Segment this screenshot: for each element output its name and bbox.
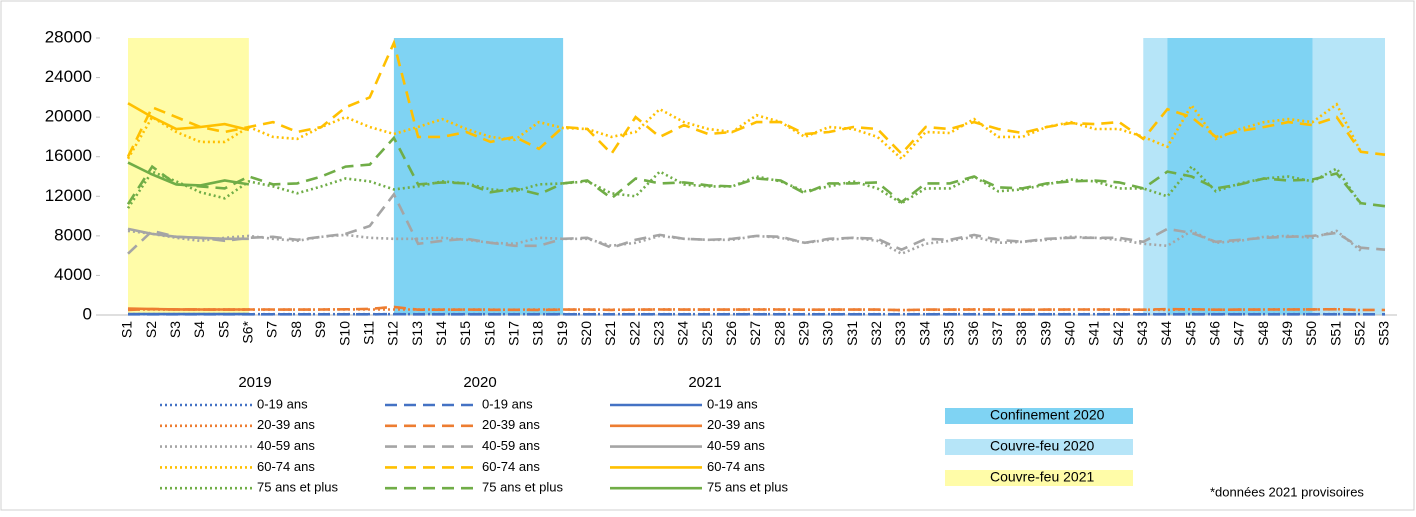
x-tick-label: S36 (965, 321, 981, 346)
x-tick-label: S38 (1013, 321, 1029, 346)
x-tick-label: S27 (747, 321, 763, 346)
x-tick-label: S26 (723, 321, 739, 346)
legend-label: 0-19 ans (257, 396, 308, 411)
x-tick-label: S31 (844, 321, 860, 346)
y-tick-label: 24000 (45, 67, 92, 86)
legend-label: 60-74 ans (482, 459, 540, 474)
y-tick-label: 12000 (45, 186, 92, 205)
legend-group-title: 2019 (238, 374, 271, 391)
legend-label: 75 ans et plus (257, 480, 338, 495)
x-tick-label: S34 (916, 321, 932, 346)
x-tick-label: S19 (554, 321, 570, 346)
x-tick-label: S49 (1279, 321, 1295, 346)
series-line (128, 309, 249, 310)
x-tick-label: S42 (1110, 321, 1126, 346)
legend-label: 0-19 ans (482, 396, 533, 411)
legend-label: 0-19 ans (707, 396, 758, 411)
legend-group-title: 2020 (463, 374, 496, 391)
x-tick-label: S32 (868, 321, 884, 346)
x-tick-label: S4 (191, 321, 207, 338)
x-tick-label: S48 (1255, 321, 1271, 346)
x-tick-label: S18 (530, 321, 546, 346)
legend-label: Couvre-feu 2021 (990, 469, 1095, 485)
x-tick-label: S52 (1352, 321, 1368, 346)
legend-label: 60-74 ans (257, 459, 315, 474)
x-tick-label: S22 (626, 321, 642, 346)
x-tick-label: S28 (771, 321, 787, 346)
x-tick-label: S2 (143, 321, 159, 338)
legend-label: Confinement 2020 (990, 407, 1105, 423)
x-tick-label: S47 (1231, 321, 1247, 346)
y-tick-label: 4000 (54, 265, 92, 284)
y-tick-label: 0 (83, 304, 92, 323)
legend-label: 20-39 ans (707, 417, 765, 432)
x-tick-label: S51 (1327, 321, 1343, 346)
y-tick-label: 28000 (45, 27, 92, 46)
x-tick-label: S40 (1061, 321, 1077, 346)
x-tick-label: S45 (1182, 321, 1198, 346)
legend-label: 40-59 ans (257, 438, 315, 453)
x-tick-label: S41 (1086, 321, 1102, 346)
shade-band (394, 38, 563, 315)
x-tick-label: S46 (1206, 321, 1222, 346)
legend-label: 40-59 ans (482, 438, 540, 453)
x-tick-label: S11 (360, 321, 376, 345)
legend-label: 20-39 ans (257, 417, 315, 432)
x-tick-label: S50 (1303, 321, 1319, 346)
y-tick-label: 8000 (54, 225, 92, 244)
x-tick-label: S25 (699, 321, 715, 346)
legend-label: 75 ans et plus (482, 480, 563, 495)
x-tick-label: S20 (578, 321, 594, 346)
x-tick-label: S29 (796, 321, 812, 346)
footnote: *données 2021 provisoires (1210, 484, 1364, 499)
shade-band (128, 38, 249, 315)
legend-label: 40-59 ans (707, 438, 765, 453)
y-tick-label: 16000 (45, 146, 92, 165)
x-tick-label: S7 (264, 321, 280, 338)
x-tick-label: S3 (167, 321, 183, 338)
x-tick-label: S37 (989, 321, 1005, 346)
legend-label: 20-39 ans (482, 417, 540, 432)
x-tick-label: S39 (1037, 321, 1053, 346)
x-tick-label: S21 (602, 321, 618, 346)
legend-label: Couvre-feu 2020 (990, 438, 1095, 454)
x-tick-label: S44 (1158, 321, 1174, 346)
x-tick-label: S10 (336, 321, 352, 346)
x-tick-label: S6* (240, 320, 256, 343)
x-tick-label: S17 (505, 321, 521, 346)
x-tick-label: S35 (941, 321, 957, 346)
y-tick-label: 20000 (45, 107, 92, 126)
x-tick-label: S24 (675, 321, 691, 346)
x-tick-label: S1 (119, 321, 135, 338)
x-tick-label: S33 (892, 321, 908, 346)
x-tick-label: S16 (481, 321, 497, 346)
x-tick-label: S14 (433, 321, 449, 346)
x-tick-label: S43 (1134, 321, 1150, 346)
x-tick-label: S5 (215, 321, 231, 338)
x-tick-label: S30 (820, 321, 836, 346)
x-tick-label: S53 (1376, 321, 1392, 346)
x-tick-label: S8 (288, 321, 304, 338)
legend-label: 60-74 ans (707, 459, 765, 474)
legend-group-title: 2021 (688, 374, 721, 391)
x-tick-label: S13 (409, 321, 425, 346)
legend-label: 75 ans et plus (707, 480, 788, 495)
x-tick-label: S9 (312, 321, 328, 338)
x-tick-label: S23 (651, 321, 667, 346)
x-tick-label: S15 (457, 321, 473, 346)
x-tick-label: S12 (385, 321, 401, 346)
